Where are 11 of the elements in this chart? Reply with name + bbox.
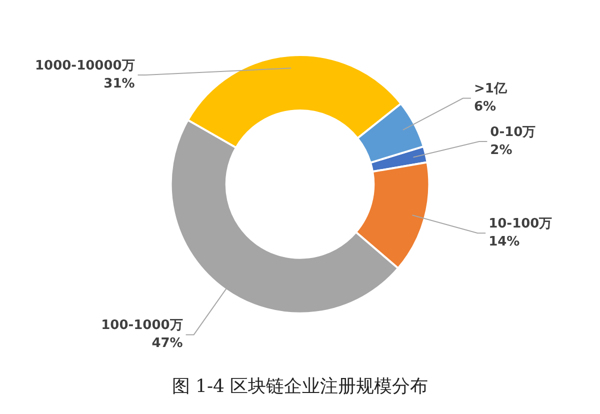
- data-label: 2%: [490, 142, 512, 158]
- data-label: 47%: [152, 336, 183, 352]
- text: 图 1-4 区块链企业注册规模分布: [172, 376, 428, 397]
- data-label: 31%: [104, 76, 135, 92]
- slice-label: 0-10万: [490, 124, 536, 140]
- slice-label: 1000-10000万: [34, 58, 135, 74]
- data-label: 6%: [474, 100, 496, 115]
- data-label: 14%: [488, 234, 520, 250]
- slice-label: 100-1000万: [101, 318, 183, 334]
- slice-label: 10-100万: [488, 216, 552, 232]
- slice-label: >1亿: [474, 82, 508, 97]
